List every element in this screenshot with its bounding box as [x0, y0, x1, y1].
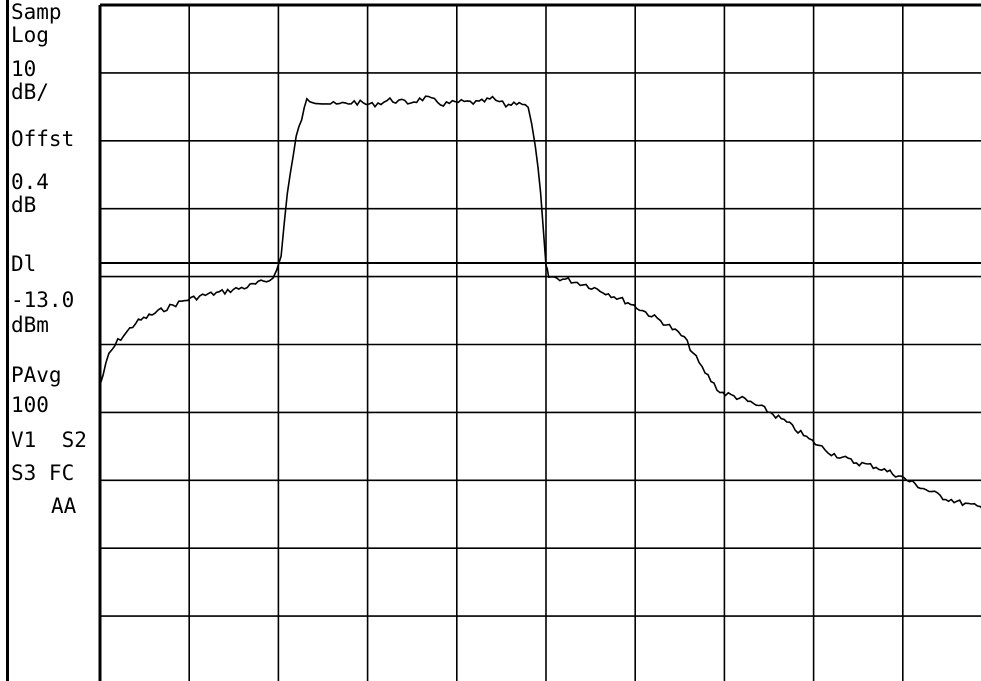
average-label: PAvg — [11, 363, 62, 387]
average-count: 100 — [11, 393, 49, 417]
display-line-label: Dl — [11, 252, 37, 276]
spectrum-trace — [99, 95, 981, 509]
annotation-panel: Samp Log 10 dB/ Offst 0.4 dB Dl -13.0 dB… — [11, 0, 99, 681]
offset-label: Offst — [11, 127, 75, 151]
graticule — [98, 3, 981, 681]
trace-flags-row2: S3 FC — [11, 461, 75, 485]
scale-value: 10 — [11, 57, 37, 81]
trace-flags-row3: AA — [51, 494, 77, 518]
detector-mode-label: Samp — [11, 0, 62, 24]
display-line-value: -13.0 — [11, 288, 75, 312]
offset-value: 0.4 — [11, 170, 49, 194]
offset-unit: dB — [11, 193, 37, 217]
left-border — [6, 0, 9, 681]
trace-flags-row1: V1 S2 — [11, 428, 87, 452]
scale-unit: dB/ — [11, 80, 49, 104]
display-line-unit: dBm — [11, 313, 49, 337]
scale-type-label: Log — [11, 23, 49, 47]
